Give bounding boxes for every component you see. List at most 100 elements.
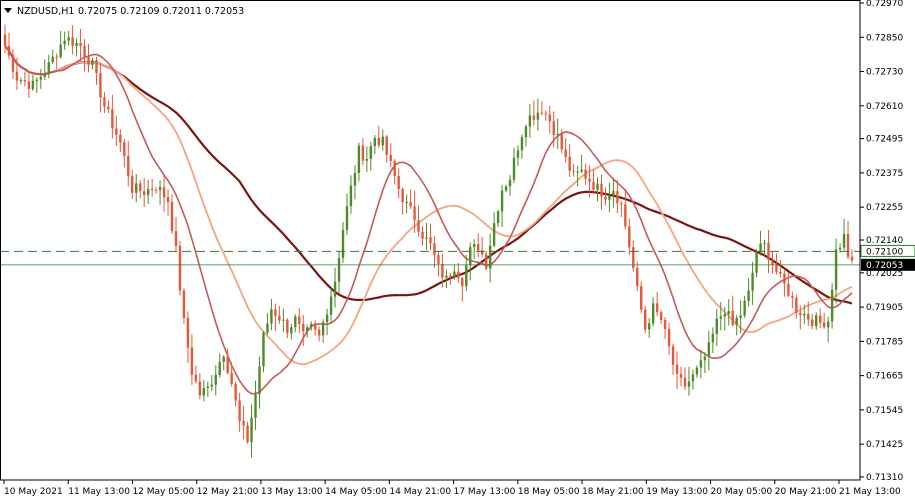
candle-body: [675, 364, 679, 374]
candle-body: [298, 316, 301, 324]
bull-candle: [465, 254, 468, 292]
candle-body: [516, 150, 520, 158]
candle-body: [206, 386, 209, 389]
candle-body: [214, 374, 217, 385]
x-tick-label: 20 May 21:00: [775, 487, 837, 497]
candle-body: [588, 178, 591, 182]
bear-candle: [107, 100, 110, 113]
candle-body: [87, 56, 90, 65]
bear-candle: [771, 251, 774, 274]
candle-body: [807, 313, 810, 320]
candle-body: [170, 201, 174, 232]
candle-body: [480, 250, 484, 255]
candle-body: [532, 115, 536, 120]
y-tick-label: 0.72025: [866, 269, 903, 279]
candle-body: [246, 425, 249, 443]
bull-candle: [473, 239, 476, 259]
bear-candle: [111, 94, 114, 139]
bear-candle: [174, 217, 178, 253]
candle-body: [349, 185, 353, 207]
bear-candle: [441, 254, 444, 288]
candle-body: [445, 275, 448, 278]
y-tick-label: 0.71425: [866, 440, 903, 450]
bull-candle: [202, 379, 206, 402]
candle-body: [329, 296, 333, 315]
candle-body: [325, 314, 329, 323]
candle-body: [576, 171, 579, 173]
price-lines: [0, 250, 860, 266]
bull-candle: [381, 129, 384, 151]
bear-candle: [807, 301, 810, 326]
candle-body: [23, 80, 27, 82]
bull-candle: [520, 134, 524, 159]
candle-body: [815, 315, 818, 327]
candle-body: [775, 264, 778, 272]
candle-body: [238, 400, 241, 421]
candle-body: [262, 332, 265, 367]
bull-candle: [445, 269, 448, 289]
candle-body: [401, 188, 404, 202]
candle-body: [425, 237, 428, 239]
bear-candle: [616, 179, 619, 214]
candle-body: [783, 273, 786, 284]
bear-candle: [850, 249, 854, 264]
x-tick-label: 11 May 13:00: [68, 487, 130, 497]
bull-candle: [580, 154, 583, 173]
candle-body: [671, 346, 675, 365]
candle-body: [636, 268, 639, 287]
candle-body: [290, 327, 293, 334]
candle-body: [154, 189, 158, 191]
bear-candle: [592, 169, 595, 195]
candle-body: [405, 201, 408, 203]
bear-candle: [461, 276, 464, 302]
candle-body: [254, 394, 257, 418]
bear-candle: [182, 288, 186, 325]
candle-body: [719, 316, 722, 319]
bear-candle: [532, 100, 536, 126]
bear-candle: [584, 163, 587, 185]
bear-candle: [162, 174, 166, 212]
bear-candle: [234, 381, 237, 407]
candle-body: [91, 60, 94, 65]
bear-candle: [103, 91, 106, 113]
candle-body: [218, 361, 221, 375]
bear-candle: [115, 115, 118, 147]
candle-body: [608, 195, 611, 200]
candle-body: [544, 113, 548, 115]
candle-body: [385, 136, 388, 155]
candle-body: [842, 234, 846, 248]
bear-candle: [675, 351, 679, 389]
candle-body: [548, 114, 551, 122]
candle-body: [373, 137, 377, 147]
bull-candle: [135, 173, 138, 203]
bull-candle: [524, 124, 528, 147]
candle-body: [127, 155, 130, 177]
candle-body: [524, 126, 528, 138]
candle-body: [763, 242, 766, 244]
candle-body: [15, 71, 19, 81]
bear-candle: [142, 177, 146, 207]
bull-candle: [826, 316, 830, 343]
dropdown-triangle-icon[interactable]: [4, 8, 12, 13]
bull-candle: [39, 69, 42, 89]
candle-body: [508, 179, 512, 187]
candle-body: [850, 256, 854, 261]
candle-body: [341, 229, 345, 258]
candle-body: [803, 313, 806, 316]
bear-candle: [779, 259, 782, 278]
ma-fast-line: [4, 45, 853, 395]
candle-body: [274, 309, 277, 316]
candle-body: [158, 187, 162, 191]
x-tick-label: 17 May 13:00: [454, 487, 516, 497]
candle-body: [488, 245, 492, 269]
bear-candle: [552, 111, 555, 148]
bear-candle: [313, 320, 317, 336]
bull-candle: [258, 356, 261, 409]
bear-candle: [663, 317, 667, 339]
x-tick-label: 12 May 21:00: [197, 487, 259, 497]
bear-candle: [15, 57, 19, 91]
candle-body: [397, 176, 400, 189]
bear-candle: [150, 178, 154, 197]
y-tick-label: 0.71785: [866, 337, 903, 347]
